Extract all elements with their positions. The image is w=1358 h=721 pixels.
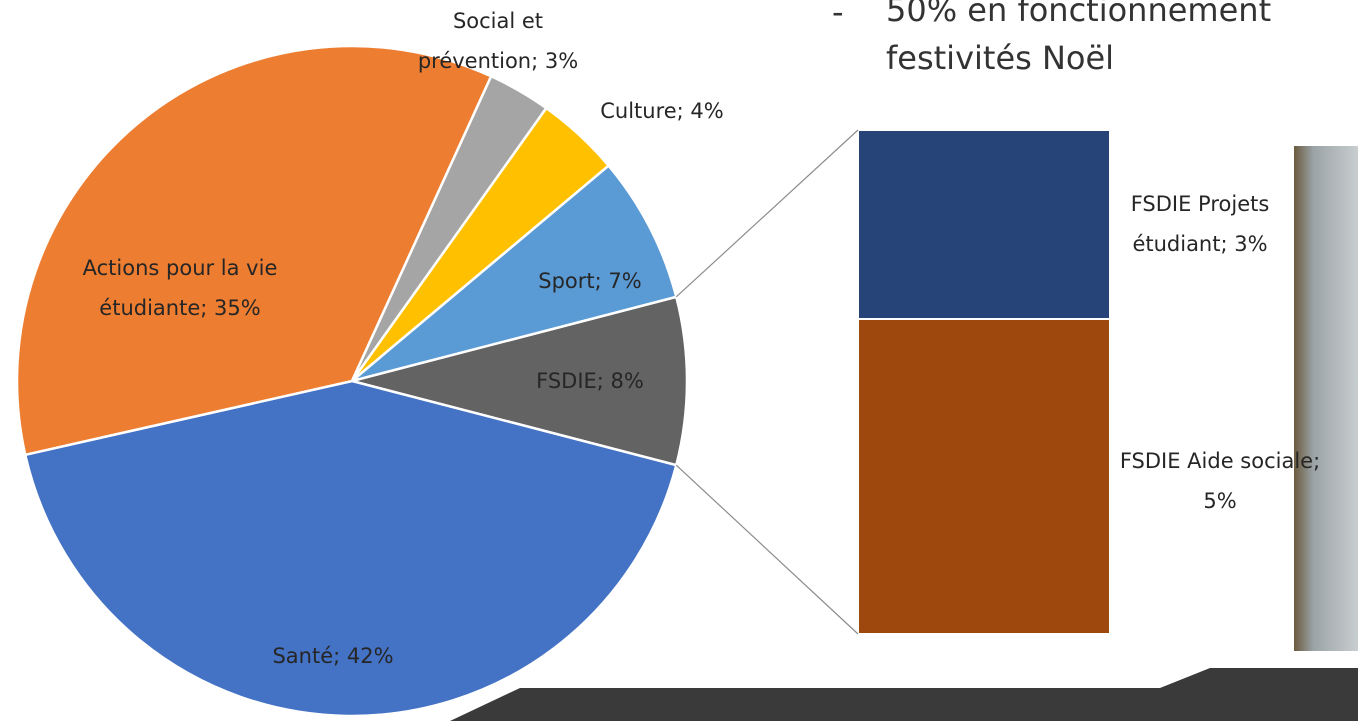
data-label: Actions pour la vie [83, 256, 278, 280]
data-label: 5% [1203, 489, 1236, 513]
connector [675, 464, 859, 635]
bullet-line: 50% en fonctionnement [886, 0, 1271, 29]
pie-slice [23, 379, 678, 718]
decor-band [450, 668, 1358, 721]
connector [675, 129, 859, 298]
pie-slice [351, 163, 678, 383]
data-label: prévention; 3% [418, 49, 578, 73]
bar-segment [857, 129, 1111, 320]
data-label: Santé; 42% [272, 644, 393, 668]
data-label: FSDIE Aide sociale; [1120, 449, 1320, 473]
pie-slice [15, 44, 493, 457]
data-label: étudiante; 35% [99, 296, 260, 320]
bullet-marker: - [832, 0, 844, 31]
pie-slice [347, 295, 689, 467]
data-label: Social et [453, 9, 543, 33]
bullet-line: festivités Noël [886, 39, 1114, 77]
data-label: étudiant; 3% [1132, 232, 1267, 256]
data-label: FSDIE; 8% [536, 369, 644, 393]
photo [1294, 146, 1358, 651]
data-label: Sport; 7% [538, 269, 641, 293]
data-label: Culture; 4% [600, 99, 724, 123]
bar-segment [857, 318, 1111, 635]
data-label: FSDIE Projets [1131, 192, 1270, 216]
